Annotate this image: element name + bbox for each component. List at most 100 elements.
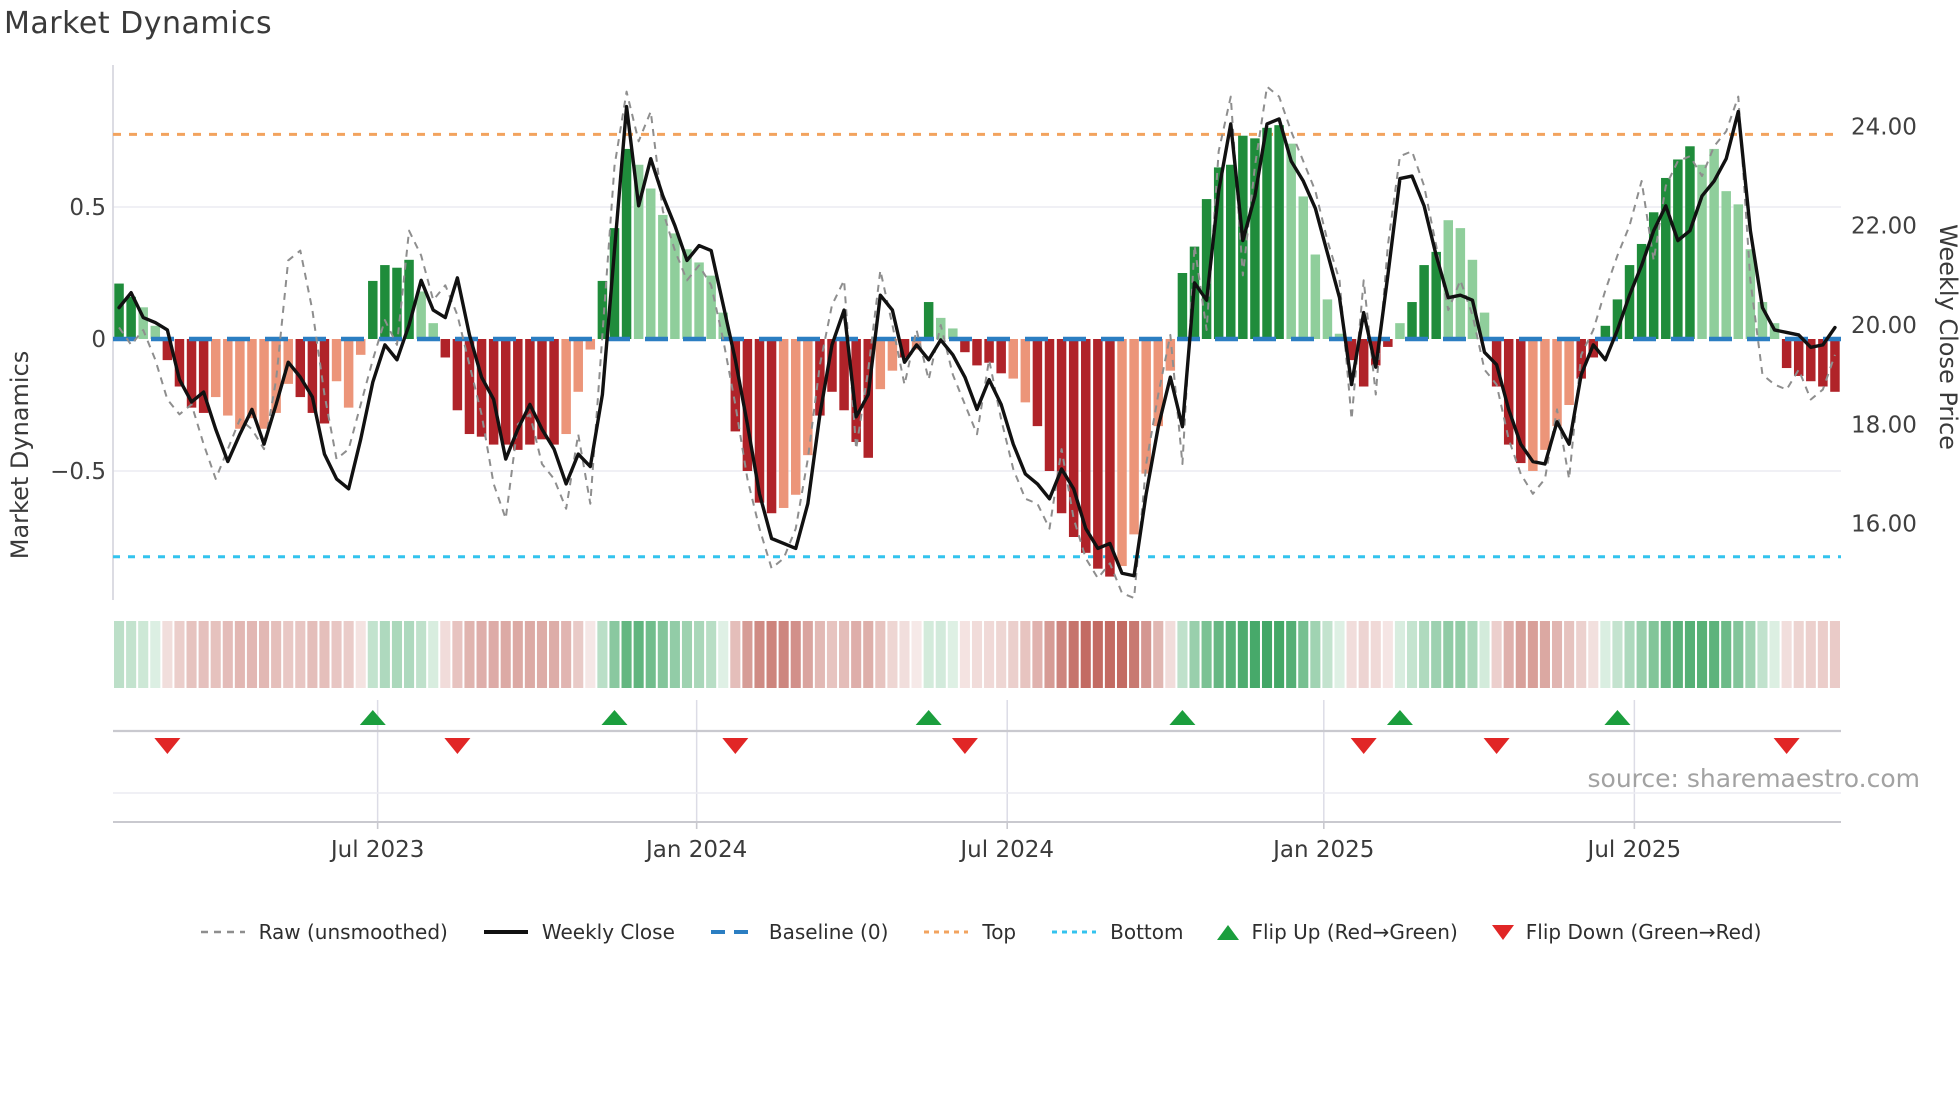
oscillator-bar: [513, 339, 523, 450]
legend-item-baseline: Baseline (0): [709, 920, 888, 944]
left-axis-tick-label: −0.5: [50, 459, 106, 485]
close-line-swatch-icon: [482, 922, 530, 942]
oscillator-bar: [1697, 164, 1707, 339]
heatmap-cell: [899, 621, 910, 688]
baseline-swatch-icon: [709, 922, 757, 942]
oscillator-bar: [186, 339, 197, 408]
oscillator-bar: [1443, 220, 1454, 339]
oscillator-bar: [899, 339, 910, 358]
heatmap-cell: [1104, 621, 1115, 688]
oscillator-bar: [307, 339, 318, 413]
heatmap-cell: [1455, 621, 1466, 688]
weekly-close-line: [117, 104, 1837, 578]
oscillator-bar: [1310, 254, 1321, 339]
oscillator-bar: [1008, 339, 1018, 379]
heatmap-cell: [1551, 621, 1563, 688]
heatmap-cell: [1165, 621, 1176, 688]
oscillator-bar: [1552, 339, 1562, 427]
oscillator-bar: [404, 259, 414, 339]
oscillator-bar: [1503, 339, 1514, 445]
heatmap-cell: [694, 621, 705, 688]
flip-down-marker-icon: [951, 738, 978, 754]
heatmap-cell: [1358, 621, 1369, 688]
oscillator-bar: [633, 164, 644, 339]
flip-down-marker-icon: [154, 738, 181, 754]
oscillator-bar: [1105, 339, 1115, 577]
heatmap-cell: [1491, 621, 1502, 688]
oscillator-bar: [488, 339, 499, 445]
raw-price-line: [118, 85, 1836, 600]
oscillator-bar: [1564, 339, 1574, 405]
heatmap-cell: [1709, 621, 1720, 688]
heatmap-cell: [1225, 621, 1236, 688]
oscillator-bar: [1032, 339, 1043, 427]
oscillator-bar: [670, 233, 680, 339]
heatmap-cell: [669, 621, 680, 688]
oscillator-bar: [561, 339, 571, 435]
oscillator-bar: [476, 339, 487, 437]
heatmap-cell: [1274, 621, 1285, 688]
oscillator-bar: [452, 339, 463, 411]
heatmap-cell: [754, 621, 765, 688]
oscillator-bar: [259, 339, 269, 429]
heatmap-cell: [1237, 621, 1248, 688]
heatmap-cell: [996, 621, 1007, 688]
heatmap-cell: [1020, 621, 1031, 688]
oscillator-bar: [948, 328, 958, 339]
left-axis-title: Market Dynamics: [6, 351, 34, 559]
oscillator-bar: [1407, 302, 1417, 339]
right-axis-tick-label: 24.00: [1851, 114, 1917, 140]
oscillator-bar: [440, 339, 451, 358]
right-axis-tick-label: 20.00: [1851, 313, 1917, 339]
oscillator-bar: [1745, 249, 1756, 339]
oscillator-bar: [1709, 148, 1719, 339]
oscillator-bar: [1141, 339, 1151, 474]
heatmap-cell: [742, 621, 753, 688]
heatmap-cell: [1479, 621, 1490, 688]
x-tick-label: Jul 2024: [958, 837, 1054, 863]
heatmap-cell: [476, 621, 487, 688]
heatmap-cell: [404, 621, 415, 688]
heatmap-cell: [1443, 621, 1454, 688]
heatmap-cell: [959, 621, 970, 688]
legend-item-top: Top: [922, 920, 1016, 944]
legend-item-close: Weekly Close: [482, 920, 675, 944]
oscillator-bar: [766, 339, 777, 514]
legend-label-bottom: Bottom: [1110, 920, 1184, 944]
oscillator-bar: [960, 339, 970, 353]
oscillator-bar: [1334, 333, 1345, 339]
bottom-line-swatch-icon: [1050, 922, 1098, 942]
oscillator-bar: [1540, 339, 1550, 450]
oscillator-bar: [380, 265, 390, 339]
oscillator-bar: [1793, 339, 1804, 376]
heatmap-cell: [1346, 621, 1357, 688]
oscillator-bar: [1516, 339, 1526, 464]
oscillator-bar: [1648, 212, 1659, 339]
heatmap-cell: [778, 621, 789, 688]
oscillator-bar: [223, 339, 233, 416]
heatmap-cell: [1515, 621, 1526, 688]
flip-up-marker-icon: [1604, 710, 1631, 725]
oscillator-bar: [609, 228, 620, 339]
oscillator-bar: [126, 296, 136, 339]
oscillator-bar: [174, 339, 185, 387]
heatmap-cell: [210, 621, 221, 688]
heatmap-cell: [1382, 621, 1393, 688]
heatmap-cell: [295, 621, 306, 688]
heatmap-cell: [138, 621, 149, 688]
heatmap-cell: [246, 621, 258, 688]
heatmap-cell: [1129, 621, 1140, 688]
heatmap-cell: [984, 621, 995, 688]
oscillator-bar: [1576, 339, 1586, 379]
heatmap-cell: [307, 621, 318, 688]
heatmap-cell: [1684, 621, 1695, 688]
heatmap-cell: [1648, 621, 1659, 688]
heatmap-cell: [500, 621, 511, 688]
heatmap-cell: [1261, 621, 1273, 688]
oscillator-bar: [778, 339, 789, 508]
oscillator-bar: [1685, 146, 1695, 339]
heatmap-cell: [1370, 621, 1381, 688]
oscillator-bar: [754, 339, 765, 503]
heatmap-cell: [766, 621, 777, 688]
heatmap-cell: [911, 621, 922, 688]
